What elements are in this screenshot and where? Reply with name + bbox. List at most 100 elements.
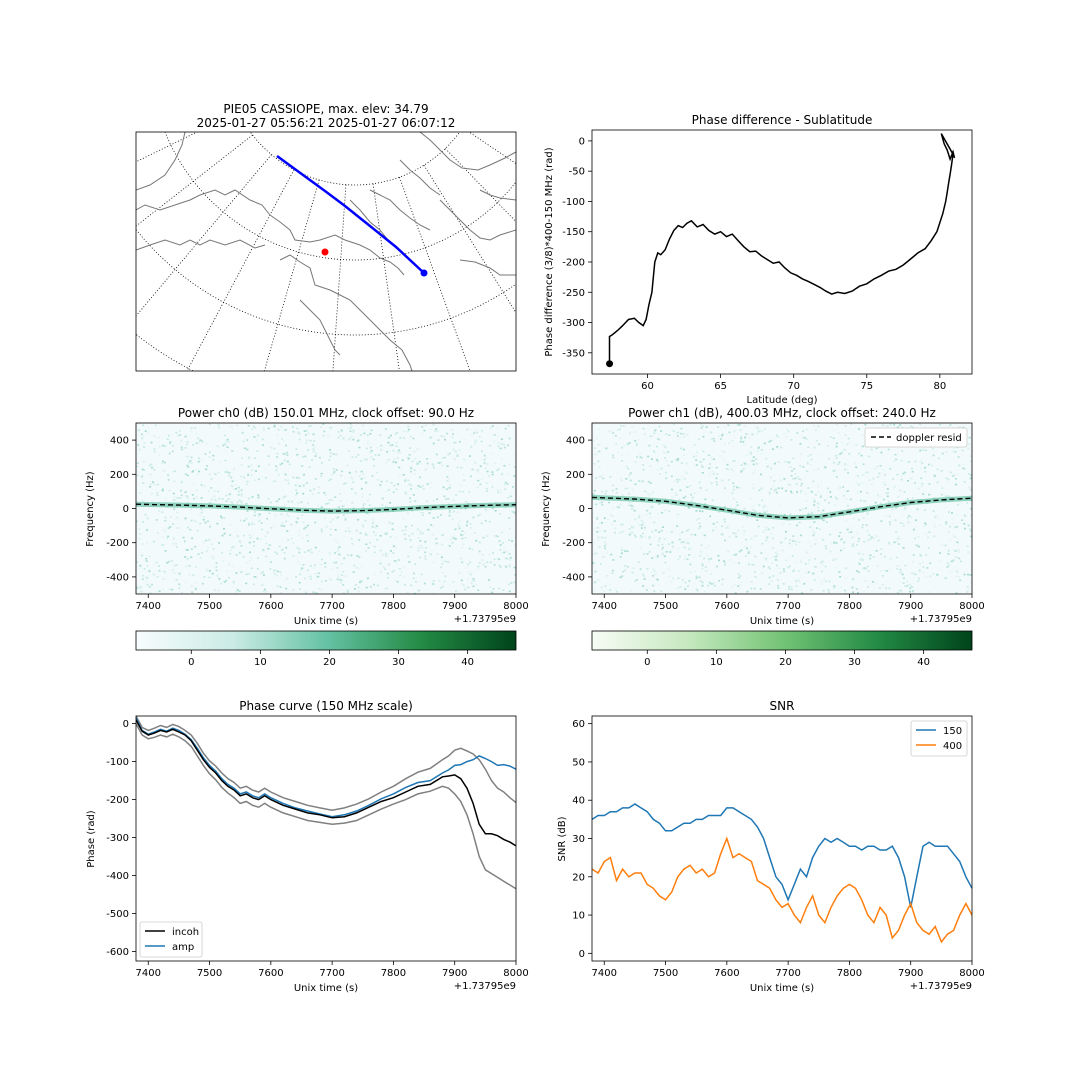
power-ch1-noise-cell xyxy=(966,502,969,504)
power-ch0-noise-cell xyxy=(136,587,139,590)
power-ch0-noise-cell xyxy=(248,534,251,536)
power-ch1-noise-cell xyxy=(819,494,822,497)
power-ch0-noise-cell xyxy=(406,512,409,514)
power-ch0-noise-cell xyxy=(329,553,332,556)
power-ch0-noise-cell xyxy=(484,508,487,511)
power-ch0-noise-cell xyxy=(324,517,326,519)
power-ch0-noise-cell xyxy=(180,439,183,442)
power-ch0-noise-cell xyxy=(357,586,360,589)
power-ch0-noise-cell xyxy=(482,536,485,539)
power-ch0-noise-cell xyxy=(191,591,194,594)
power-ch1-noise-cell xyxy=(767,566,770,568)
power-ch1-noise-cell xyxy=(768,576,771,579)
power-ch0-noise-cell xyxy=(461,546,464,549)
power-ch1-noise-cell xyxy=(812,573,815,575)
power-ch0-noise-cell xyxy=(267,547,270,550)
power-ch0-noise-cell xyxy=(284,429,287,431)
power-ch1-noise-cell xyxy=(648,536,651,538)
phase-curve-xtick-label: 7400 xyxy=(136,968,161,979)
power-ch0-noise-cell xyxy=(406,430,409,433)
power-ch1-noise-cell xyxy=(726,525,729,527)
power-ch1-noise-cell xyxy=(874,467,877,470)
map-meridian xyxy=(0,86,229,224)
power-ch0-noise-cell xyxy=(320,475,322,477)
power-ch1-noise-cell xyxy=(861,526,864,529)
power-ch1-noise-cell xyxy=(869,538,872,540)
power-ch0-noise-cell xyxy=(393,484,396,487)
power-ch1-noise-cell xyxy=(593,489,596,492)
power-ch1-noise-cell xyxy=(800,490,803,492)
power-ch1-noise-cell xyxy=(936,481,939,484)
power-ch0-noise-cell xyxy=(419,530,422,533)
power-ch0-noise-cell xyxy=(503,551,506,554)
power-ch1-noise-cell xyxy=(880,553,882,555)
power-ch0-noise-cell xyxy=(229,553,232,555)
power-ch1-noise-cell xyxy=(598,522,601,524)
power-ch0-noise-cell xyxy=(251,523,254,525)
power-ch0-noise-cell xyxy=(181,482,184,484)
power-ch0-noise-cell xyxy=(362,473,364,475)
power-ch0-noise-cell xyxy=(445,488,448,490)
power-ch1-noise-cell xyxy=(646,567,649,570)
power-ch1-noise-cell xyxy=(922,571,924,573)
power-ch0-noise-cell xyxy=(329,534,332,536)
power-ch1-noise-cell xyxy=(866,514,869,516)
power-ch1-noise-cell xyxy=(742,441,745,443)
power-ch1-noise-cell xyxy=(897,535,900,538)
power-ch0-noise-cell xyxy=(161,489,164,491)
power-ch0-noise-cell xyxy=(384,552,387,555)
power-ch0-noise-cell xyxy=(392,552,395,554)
power-ch0-noise-cell xyxy=(317,572,320,574)
power-ch1-noise-cell xyxy=(901,573,904,576)
power-ch1-noise-cell xyxy=(656,460,659,462)
power-ch0-noise-cell xyxy=(494,462,497,465)
power-ch0-noise-cell xyxy=(218,497,221,500)
power-ch0-noise-cell xyxy=(233,488,235,490)
power-ch0-noise-cell xyxy=(382,566,385,568)
power-ch1-noise-cell xyxy=(716,521,719,524)
power-ch1-axes: 7400 7500 7600 7700 7800 7900 80004002000-200-… xyxy=(562,436,984,612)
power-ch1-noise-cell xyxy=(604,585,607,587)
power-ch1-noise-cell xyxy=(642,468,645,471)
power-ch0-noise-cell xyxy=(145,529,148,531)
power-ch0-noise-cell xyxy=(215,562,218,564)
power-ch0-colorbar-ticks: 0 10 20 30 40 xyxy=(188,650,474,668)
power-ch0-noise-cell xyxy=(373,573,376,576)
power-ch1-noise-cell xyxy=(630,589,633,592)
power-ch0-noise-cell xyxy=(439,461,442,464)
power-ch0-noise-cell xyxy=(379,434,382,436)
power-ch0-noise-cell xyxy=(344,575,347,577)
power-ch0-noise-cell xyxy=(276,552,279,555)
power-ch0-noise-cell xyxy=(392,449,395,452)
power-ch0-noise-cell xyxy=(232,565,235,567)
power-ch1-noise-cell xyxy=(924,533,927,535)
power-ch1-noise-cell xyxy=(750,581,753,583)
power-ch1-noise-cell xyxy=(945,521,948,524)
power-ch1-noise-cell xyxy=(867,570,870,572)
power-ch0-noise-cell xyxy=(249,551,251,554)
power-ch1-noise-cell xyxy=(693,556,696,558)
power-ch0-noise-cell xyxy=(238,551,241,554)
power-ch1-noise-cell xyxy=(856,544,858,546)
power-ch1-noise-cell xyxy=(862,559,864,561)
power-ch1-noise-cell xyxy=(936,516,939,519)
power-ch0-noise-cell xyxy=(349,531,352,533)
power-ch0-noise-cell xyxy=(307,449,310,451)
power-ch1-noise-cell xyxy=(789,466,792,468)
power-ch1-noise-cell xyxy=(858,452,861,455)
power-ch0-noise-cell xyxy=(432,467,435,469)
power-ch0-noise-cell xyxy=(194,520,197,523)
power-ch0-noise-cell xyxy=(330,426,333,429)
power-ch1-noise-cell xyxy=(896,565,899,568)
power-ch1-noise-cell xyxy=(757,447,760,449)
power-ch0-noise-cell xyxy=(206,442,209,445)
power-ch0-noise-cell xyxy=(500,458,503,460)
power-ch0-noise-cell xyxy=(432,561,435,563)
power-ch1-noise-cell xyxy=(883,474,886,476)
power-ch1-noise-cell xyxy=(920,467,922,470)
power-ch0-noise-cell xyxy=(281,452,284,455)
power-ch0-noise-cell xyxy=(458,490,461,493)
power-ch1-noise-cell xyxy=(604,492,607,495)
power-ch1-noise-cell xyxy=(924,449,927,452)
power-ch0-noise-cell xyxy=(232,582,235,585)
